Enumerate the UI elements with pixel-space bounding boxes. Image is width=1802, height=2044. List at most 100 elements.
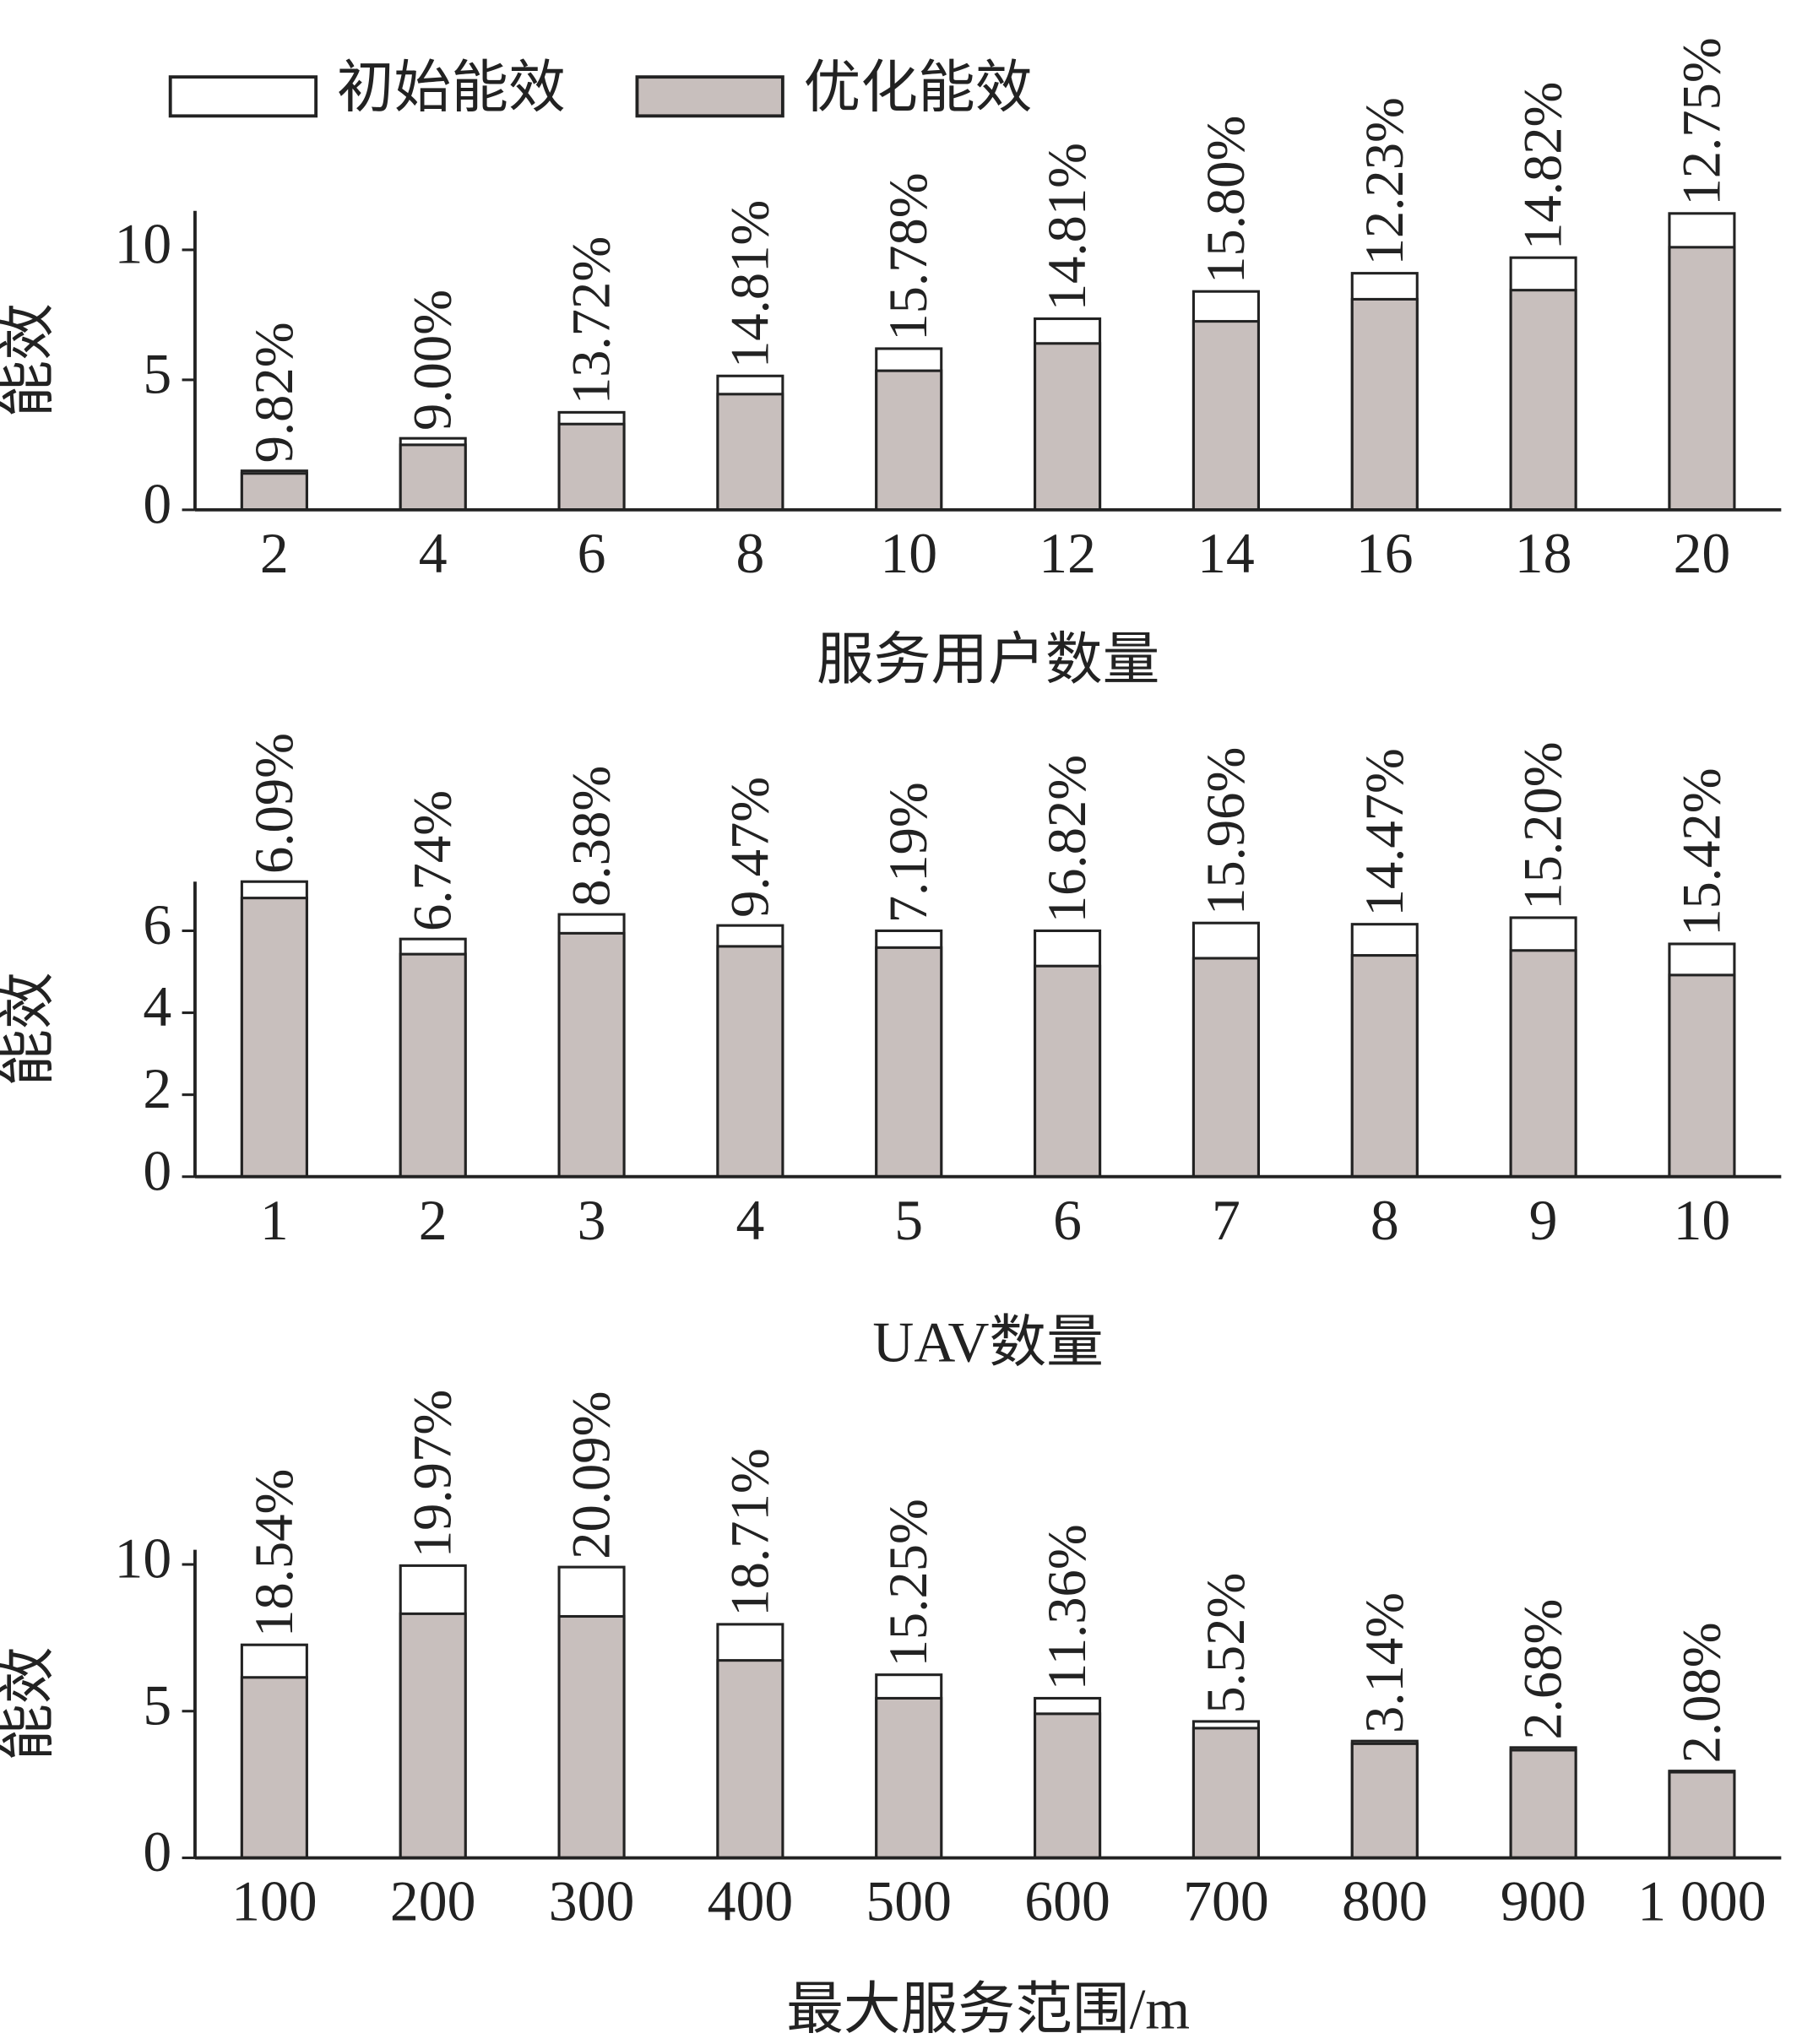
bar <box>1509 289 1577 512</box>
x-tick-label: 4 <box>419 522 448 585</box>
y-tick-label: 5 <box>143 1673 171 1737</box>
bar <box>716 1659 784 1860</box>
legend-swatch <box>635 75 784 118</box>
x-tick-label: 4 <box>735 1189 764 1252</box>
x-tick-label: 20 <box>1674 522 1731 585</box>
x-tick-label: 3 <box>578 1189 606 1252</box>
annotation: 14.81% <box>719 200 779 368</box>
x-axis-label: 服务用户数量 <box>817 628 1159 691</box>
x-tick-label: 1 <box>260 1189 289 1252</box>
annotation: 14.81% <box>1036 143 1097 311</box>
y-axis-label: 能效 <box>0 972 60 1086</box>
bar <box>1350 297 1419 512</box>
annotation: 3.14% <box>1354 1592 1414 1733</box>
y-tick-label: 0 <box>143 1139 171 1202</box>
x-tick-label: 700 <box>1183 1870 1269 1933</box>
bar <box>875 946 943 1179</box>
annotation: 9.82% <box>243 322 304 463</box>
annotation: 15.25% <box>877 1499 938 1667</box>
legend-label: 优化能效 <box>804 57 1033 120</box>
annotation: 14.82% <box>1512 82 1573 250</box>
x-tick-label: 6 <box>578 522 606 585</box>
x-tick-label: 14 <box>1197 522 1255 585</box>
x-tick-label: 2 <box>260 522 289 585</box>
bar <box>1034 1712 1102 1860</box>
y-tick-label: 0 <box>143 472 171 535</box>
y-tick-label: 5 <box>143 342 171 405</box>
y-tick-label: 2 <box>143 1057 171 1120</box>
x-tick-label: 400 <box>708 1870 794 1933</box>
bar <box>557 1614 626 1860</box>
bar <box>716 393 784 512</box>
x-tick-label: 200 <box>390 1870 476 1933</box>
y-tick-label: 4 <box>143 975 171 1038</box>
x-tick-label: 12 <box>1039 522 1096 585</box>
x-axis-label: UAV数量 <box>872 1311 1103 1374</box>
x-tick-label: 1 000 <box>1637 1870 1766 1933</box>
x-tick-label: 5 <box>894 1189 923 1252</box>
x-tick-label: 900 <box>1501 1870 1587 1933</box>
bar <box>1034 342 1102 512</box>
x-tick-label: 600 <box>1024 1870 1110 1933</box>
bar <box>716 945 784 1179</box>
annotation: 14.47% <box>1354 748 1414 916</box>
annotation: 11.36% <box>1036 1524 1097 1690</box>
bar <box>875 369 943 512</box>
annotation: 12.75% <box>1670 37 1731 205</box>
x-axis-label: 最大服务范围/m <box>786 1977 1190 2041</box>
bar <box>557 422 626 512</box>
annotation: 6.74% <box>402 790 463 931</box>
x-tick-label: 8 <box>735 522 764 585</box>
annotation: 9.00% <box>402 290 463 431</box>
annotation: 9.47% <box>719 777 779 918</box>
bar <box>240 1676 308 1860</box>
bar <box>1668 973 1736 1179</box>
bar <box>557 931 626 1179</box>
annotation: 15.96% <box>1195 747 1256 915</box>
x-tick-label: 7 <box>1212 1189 1240 1252</box>
annotation: 12.23% <box>1354 97 1414 265</box>
annotation: 8.38% <box>561 766 621 907</box>
bar <box>1509 1749 1577 1860</box>
annotation: 2.68% <box>1512 1599 1573 1740</box>
annotation: 15.78% <box>877 172 938 340</box>
bar <box>1668 246 1736 512</box>
annotation: 15.42% <box>1670 767 1731 935</box>
x-tick-label: 800 <box>1342 1870 1428 1933</box>
annotation: 15.20% <box>1512 741 1573 909</box>
x-tick-label: 9 <box>1529 1189 1558 1252</box>
bar <box>1191 1727 1260 1860</box>
annotation: 16.82% <box>1036 755 1097 923</box>
legend-swatch <box>168 75 318 118</box>
x-tick-label: 10 <box>1674 1189 1731 1252</box>
bar <box>1350 954 1419 1179</box>
x-tick-label: 8 <box>1370 1189 1399 1252</box>
x-tick-label: 10 <box>880 522 937 585</box>
x-tick-label: 18 <box>1515 522 1572 585</box>
bar <box>1191 320 1260 512</box>
annotation: 6.09% <box>243 733 304 874</box>
annotation: 15.80% <box>1195 116 1256 284</box>
x-tick-label: 100 <box>231 1870 318 1933</box>
annotation: 19.97% <box>402 1390 463 1558</box>
y-tick-label: 6 <box>143 893 171 957</box>
annotation: 2.08% <box>1670 1622 1731 1763</box>
annotation: 18.54% <box>243 1469 304 1637</box>
legend-label: 初始能效 <box>337 57 566 120</box>
bar <box>399 443 467 512</box>
y-tick-label: 0 <box>143 1820 171 1884</box>
y-axis-label: 能效 <box>0 303 60 417</box>
bar <box>399 1612 467 1860</box>
annotation: 7.19% <box>877 782 938 923</box>
bar <box>1034 964 1102 1179</box>
annotation: 5.52% <box>1195 1573 1256 1714</box>
bar <box>1509 949 1577 1179</box>
bar <box>1668 1770 1736 1860</box>
x-tick-label: 2 <box>419 1189 448 1252</box>
y-tick-label: 10 <box>115 212 172 275</box>
annotation: 20.09% <box>561 1391 621 1559</box>
bar <box>1191 957 1260 1179</box>
x-tick-label: 6 <box>1053 1189 1082 1252</box>
